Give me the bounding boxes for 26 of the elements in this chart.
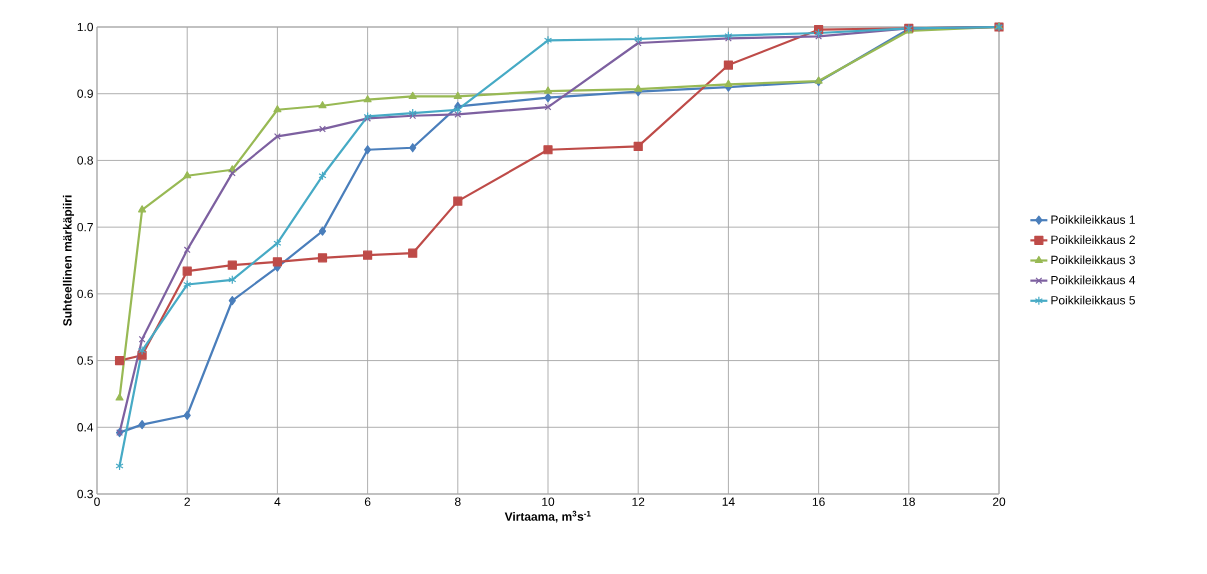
- legend-label: Poikkileikkaus 1: [1051, 215, 1135, 224]
- x-tick-label: 20: [992, 497, 1006, 506]
- x-tick-label: 18: [903, 497, 915, 506]
- x-tick-label: 0: [94, 497, 100, 506]
- y-tick-label: 0.5: [77, 356, 93, 365]
- y-tick-label: 0.4: [77, 423, 94, 432]
- legend-label: Poikkileikkaus 5: [1051, 295, 1135, 305]
- x-tick-label: 8: [455, 497, 461, 506]
- x-tick-label: 14: [722, 497, 735, 506]
- x-tick-label: 2: [184, 497, 190, 506]
- y-tick-label: 0.3: [77, 489, 93, 499]
- x-axis-title: Virtaama, m$^{3}$s$^{-1}$: [504, 510, 591, 523]
- y-tick-label: 0.7: [77, 222, 93, 232]
- y-tick-label: 0.6: [77, 289, 93, 299]
- x-tick-label: 12: [632, 497, 645, 506]
- y-tick-label: 0.8: [77, 156, 93, 165]
- y-tick-label: 0.9: [77, 89, 93, 98]
- y-tick-label: 1.0: [77, 22, 94, 32]
- legend-label: Poikkileikkaus 3: [1051, 255, 1135, 265]
- y-axis-title: Suhteellinen märkäpiiri: [62, 195, 75, 326]
- x-tick-label: 10: [542, 497, 555, 506]
- x-tick-label: 4: [274, 497, 281, 506]
- x-tick-label: 16: [812, 497, 825, 506]
- x-tick-label: 6: [364, 497, 371, 506]
- legend-label: Poikkileikkaus 2: [1051, 235, 1135, 245]
- legend-label: Poikkileikkaus 4: [1051, 275, 1136, 285]
